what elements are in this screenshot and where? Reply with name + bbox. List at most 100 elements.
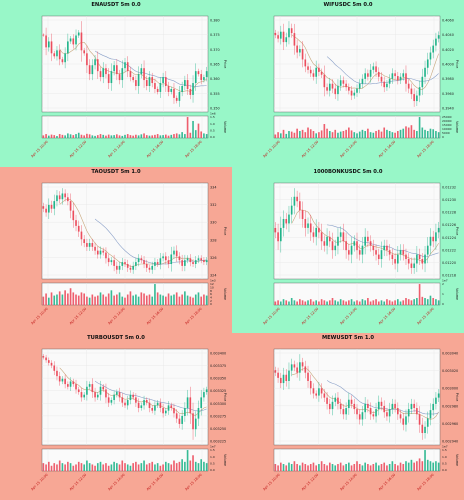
price-tick-label: 0.002940 bbox=[442, 440, 458, 444]
volume-bar bbox=[339, 299, 342, 305]
price-tick-label: 0.003040 bbox=[442, 352, 458, 356]
candle-body bbox=[309, 223, 312, 233]
volume-bar bbox=[140, 134, 143, 138]
candle-body bbox=[407, 409, 410, 417]
volume-bar bbox=[418, 117, 421, 138]
volume-bar bbox=[288, 301, 290, 305]
candle-body bbox=[337, 397, 339, 404]
candle-body bbox=[203, 260, 205, 263]
candle-body bbox=[405, 73, 407, 84]
candle-body bbox=[69, 381, 72, 387]
volume-bar bbox=[145, 295, 148, 305]
candle-body bbox=[418, 414, 421, 425]
chart-mewusdt: MEWUSDT 5m 1.0 0.003040 0.003020 0.003000 0… bbox=[232, 333, 464, 500]
volume-bar bbox=[80, 463, 83, 471]
candle-body bbox=[124, 62, 126, 69]
volume-bar bbox=[186, 117, 189, 138]
candle-body bbox=[175, 413, 178, 419]
volume-tick-label: 6 bbox=[210, 292, 212, 296]
price-tick-label: 0.360 bbox=[210, 77, 220, 81]
volume-bar bbox=[107, 293, 110, 305]
candle-body bbox=[170, 254, 173, 264]
volume-bar bbox=[361, 299, 364, 305]
volume-bar bbox=[184, 134, 186, 138]
candle-body bbox=[299, 201, 301, 211]
volume-bar bbox=[416, 131, 418, 138]
candle-body bbox=[394, 403, 396, 409]
candle-body bbox=[72, 38, 75, 45]
volume-bar bbox=[353, 301, 356, 305]
candle-body bbox=[75, 220, 77, 226]
volume-bar bbox=[342, 131, 345, 138]
candle-body bbox=[94, 392, 96, 398]
volume-bar bbox=[145, 464, 148, 471]
candle-body bbox=[170, 88, 173, 92]
candle-body bbox=[432, 236, 435, 242]
candle-body bbox=[307, 223, 309, 228]
volume-bar bbox=[110, 135, 113, 138]
volume-bar bbox=[424, 450, 426, 471]
volume-bar bbox=[323, 124, 326, 138]
price-tick-label: 0.002980 bbox=[442, 404, 458, 408]
candle-body bbox=[307, 66, 309, 70]
volume-bar bbox=[189, 460, 192, 471]
volume-bar bbox=[348, 462, 350, 471]
candle-body bbox=[288, 214, 290, 224]
volume-bar bbox=[173, 460, 175, 471]
candle-body bbox=[345, 241, 347, 251]
volume-bar bbox=[383, 462, 386, 471]
volume-bar bbox=[364, 300, 366, 305]
candle-body bbox=[416, 254, 418, 264]
candle-body bbox=[380, 250, 383, 260]
volume-bar bbox=[277, 132, 279, 138]
volume-bar bbox=[107, 134, 110, 138]
x-tick-label: Apr 15 16:00 bbox=[378, 473, 396, 491]
volume-bar bbox=[61, 294, 64, 305]
volume-bar bbox=[80, 134, 83, 138]
volume-bar bbox=[72, 465, 75, 471]
chart-title: TAOUSDT 5m 1.0 bbox=[91, 169, 141, 175]
candle-body bbox=[72, 210, 75, 221]
candle-body bbox=[285, 219, 288, 224]
volume-tick-label: 0.5 bbox=[210, 462, 215, 466]
candle-body bbox=[350, 245, 353, 255]
volume-bar bbox=[197, 123, 200, 138]
volume-bar bbox=[315, 300, 317, 305]
candle-body bbox=[361, 78, 364, 84]
candle-body bbox=[437, 227, 440, 233]
volume-bar bbox=[53, 135, 56, 138]
volume-bar bbox=[328, 462, 331, 471]
candle-body bbox=[178, 91, 181, 101]
price-axis-label: Price bbox=[455, 227, 459, 237]
candle-body bbox=[77, 389, 80, 393]
price-tick-label: 0.350 bbox=[210, 107, 220, 111]
candle-body bbox=[435, 232, 437, 242]
x-tick-label: Apr 15 14:00 bbox=[339, 307, 357, 325]
candle-body bbox=[186, 258, 189, 261]
candle-body bbox=[80, 231, 83, 240]
volume-bar bbox=[397, 299, 399, 305]
volume-bar bbox=[58, 460, 61, 471]
volume-bar bbox=[56, 294, 58, 305]
candle-body bbox=[162, 256, 164, 259]
candle-body bbox=[410, 88, 413, 95]
candle-body bbox=[383, 81, 386, 88]
volume-bar bbox=[399, 462, 402, 471]
volume-multiplier: 1e7 bbox=[210, 445, 216, 449]
volume-bar bbox=[200, 459, 203, 471]
volume-bar bbox=[151, 135, 154, 138]
volume-bar bbox=[432, 298, 435, 305]
volume-bar bbox=[75, 294, 77, 305]
volume-bar bbox=[143, 293, 145, 305]
candle-body bbox=[156, 262, 159, 264]
x-tick-label: Apr 15 12:00 bbox=[301, 473, 319, 491]
candle-body bbox=[205, 71, 208, 78]
volume-bar bbox=[64, 464, 66, 471]
volume-bar bbox=[167, 293, 170, 305]
volume-bar bbox=[156, 292, 159, 305]
volume-bar bbox=[86, 296, 88, 305]
price-tick-label: 0.3960 bbox=[442, 92, 454, 96]
volume-bar bbox=[167, 135, 170, 138]
candle-body bbox=[165, 77, 167, 87]
candle-body bbox=[53, 365, 56, 371]
